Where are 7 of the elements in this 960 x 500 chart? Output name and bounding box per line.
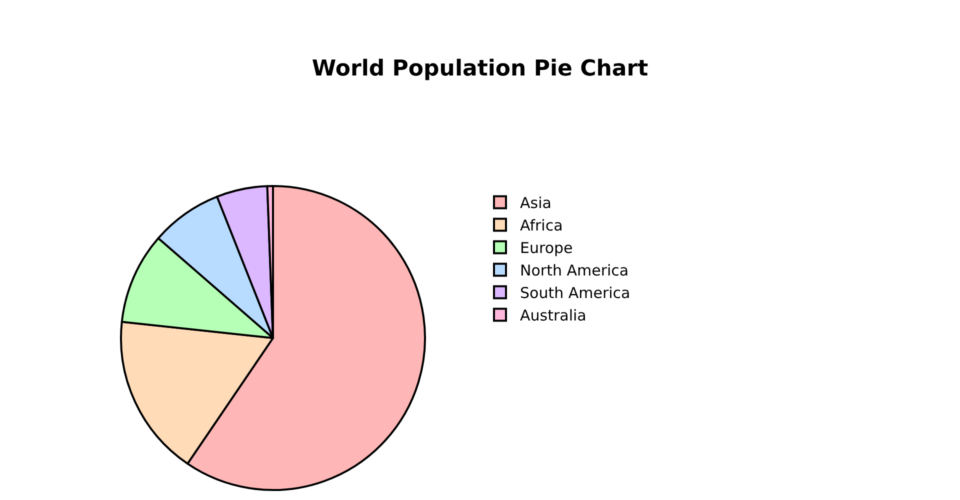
legend-label: Europe — [520, 239, 573, 258]
legend-label: South America — [520, 284, 630, 302]
legend-label: North America — [520, 262, 629, 280]
legend-label: Australia — [520, 306, 586, 325]
legend-label: Africa — [520, 216, 563, 235]
legend-label: Asia — [520, 194, 552, 212]
chart-title: World Population Pie Chart — [312, 56, 649, 82]
